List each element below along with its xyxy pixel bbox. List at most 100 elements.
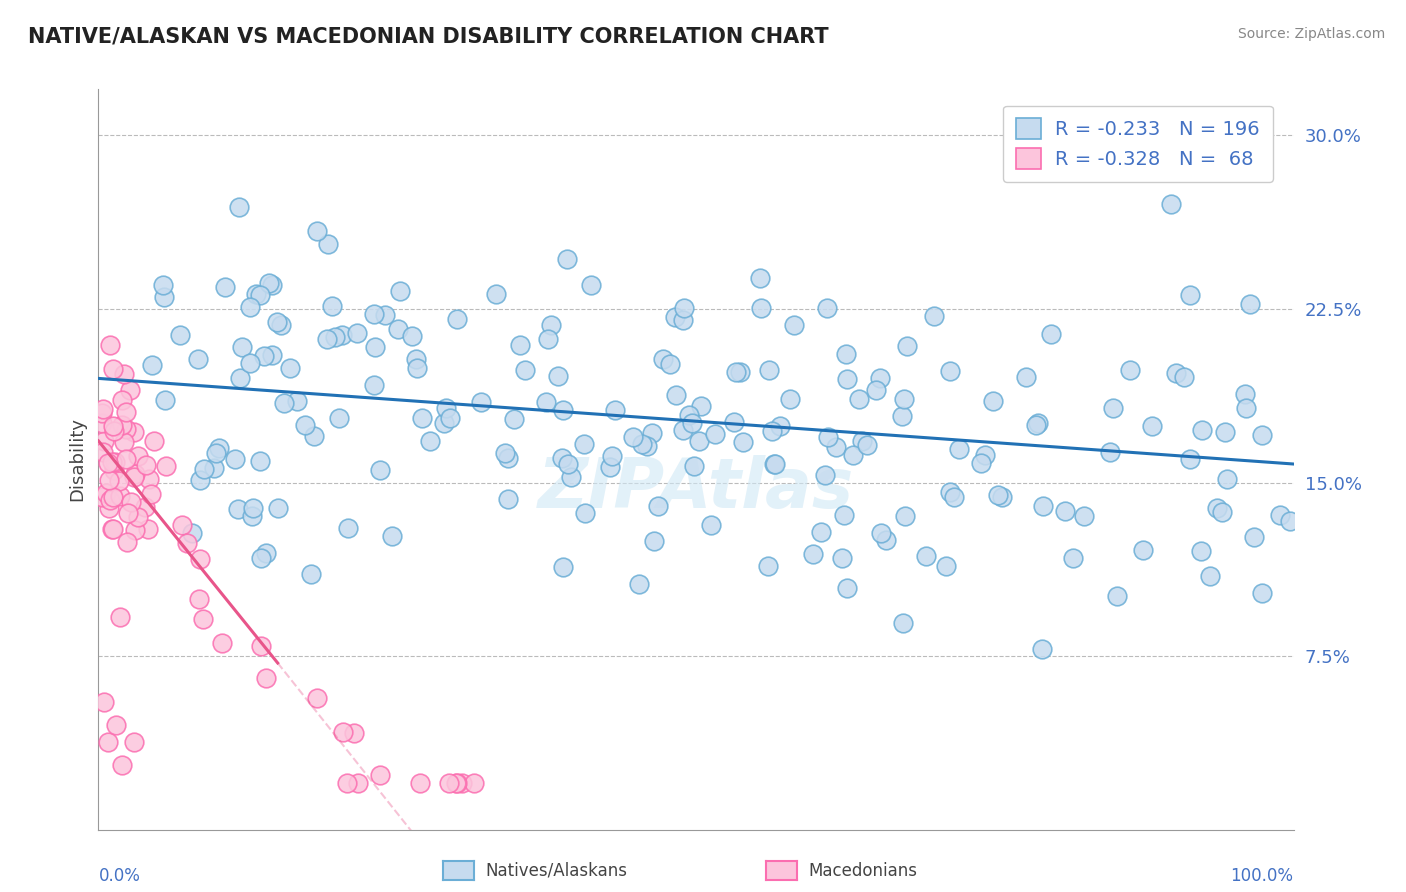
Point: [769, 419, 792, 434]
Point: [1119, 363, 1142, 377]
Point: [763, 457, 786, 471]
Point: [346, 326, 368, 340]
Point: [733, 434, 755, 449]
Point: [419, 434, 441, 449]
Point: [193, 461, 215, 475]
Point: [647, 499, 669, 513]
Point: [1191, 423, 1213, 437]
Point: [111, 392, 134, 407]
Point: [176, 535, 198, 549]
Point: [97, 734, 120, 748]
Point: [1132, 543, 1154, 558]
Point: [1026, 416, 1049, 430]
Point: [115, 534, 138, 549]
Point: [323, 330, 346, 344]
Point: [249, 454, 271, 468]
Point: [749, 271, 772, 285]
Point: [893, 392, 915, 406]
Point: [987, 488, 1010, 502]
Point: [103, 425, 125, 439]
Point: [270, 318, 292, 332]
Point: [104, 455, 127, 469]
Point: [831, 551, 853, 566]
Point: [1107, 589, 1129, 603]
Point: [363, 307, 385, 321]
Point: [240, 509, 263, 524]
Text: Macedonians: Macedonians: [808, 862, 918, 880]
Point: [938, 364, 960, 378]
Point: [1216, 472, 1239, 486]
Point: [226, 501, 249, 516]
Point: [922, 309, 945, 323]
Point: [363, 378, 385, 392]
Point: [114, 422, 136, 436]
Point: [835, 581, 858, 595]
Point: [723, 415, 745, 429]
Point: [91, 416, 114, 430]
Point: [1180, 288, 1202, 302]
Point: [124, 467, 146, 481]
Point: [374, 308, 396, 322]
Point: [758, 363, 780, 377]
Point: [207, 442, 229, 456]
Point: [446, 311, 468, 326]
Point: [463, 776, 485, 790]
Point: [259, 277, 281, 291]
Point: [1102, 401, 1125, 415]
Point: [761, 425, 783, 439]
Point: [537, 332, 560, 346]
Point: [302, 429, 325, 443]
Point: [534, 395, 557, 409]
Point: [599, 460, 621, 475]
Text: 100.0%: 100.0%: [1230, 867, 1294, 885]
Point: [643, 534, 665, 549]
Point: [1199, 569, 1222, 583]
Point: [411, 410, 433, 425]
Point: [981, 394, 1004, 409]
Point: [98, 338, 121, 352]
Point: [683, 459, 706, 474]
Point: [103, 522, 125, 536]
Point: [444, 776, 467, 790]
Point: [188, 552, 211, 566]
Point: [540, 318, 562, 332]
Point: [278, 361, 301, 376]
Point: [228, 200, 250, 214]
Point: [266, 315, 288, 329]
Point: [97, 456, 120, 470]
Point: [865, 383, 887, 397]
Point: [172, 518, 194, 533]
Point: [1205, 501, 1227, 516]
Point: [328, 411, 350, 425]
Point: [1031, 641, 1053, 656]
Point: [751, 301, 773, 315]
Point: [114, 451, 136, 466]
Point: [688, 434, 710, 448]
Point: [631, 436, 654, 450]
Point: [120, 383, 142, 397]
Point: [848, 392, 870, 406]
Point: [547, 369, 569, 384]
Point: [187, 592, 209, 607]
Point: [228, 371, 250, 385]
Point: [939, 485, 962, 500]
Point: [120, 495, 142, 509]
Point: [935, 558, 957, 573]
Point: [202, 461, 225, 475]
Point: [817, 430, 839, 444]
Point: [700, 518, 723, 533]
Point: [1025, 418, 1047, 433]
Point: [502, 412, 524, 426]
Point: [245, 286, 267, 301]
Point: [1053, 504, 1076, 518]
Point: [450, 776, 472, 790]
Point: [250, 639, 273, 653]
Text: 0.0%: 0.0%: [98, 867, 141, 885]
Y-axis label: Disability: Disability: [69, 417, 87, 501]
Point: [948, 442, 970, 456]
Point: [239, 300, 262, 314]
Point: [636, 438, 658, 452]
Point: [835, 372, 858, 386]
Point: [387, 321, 409, 335]
Point: [1250, 586, 1272, 600]
